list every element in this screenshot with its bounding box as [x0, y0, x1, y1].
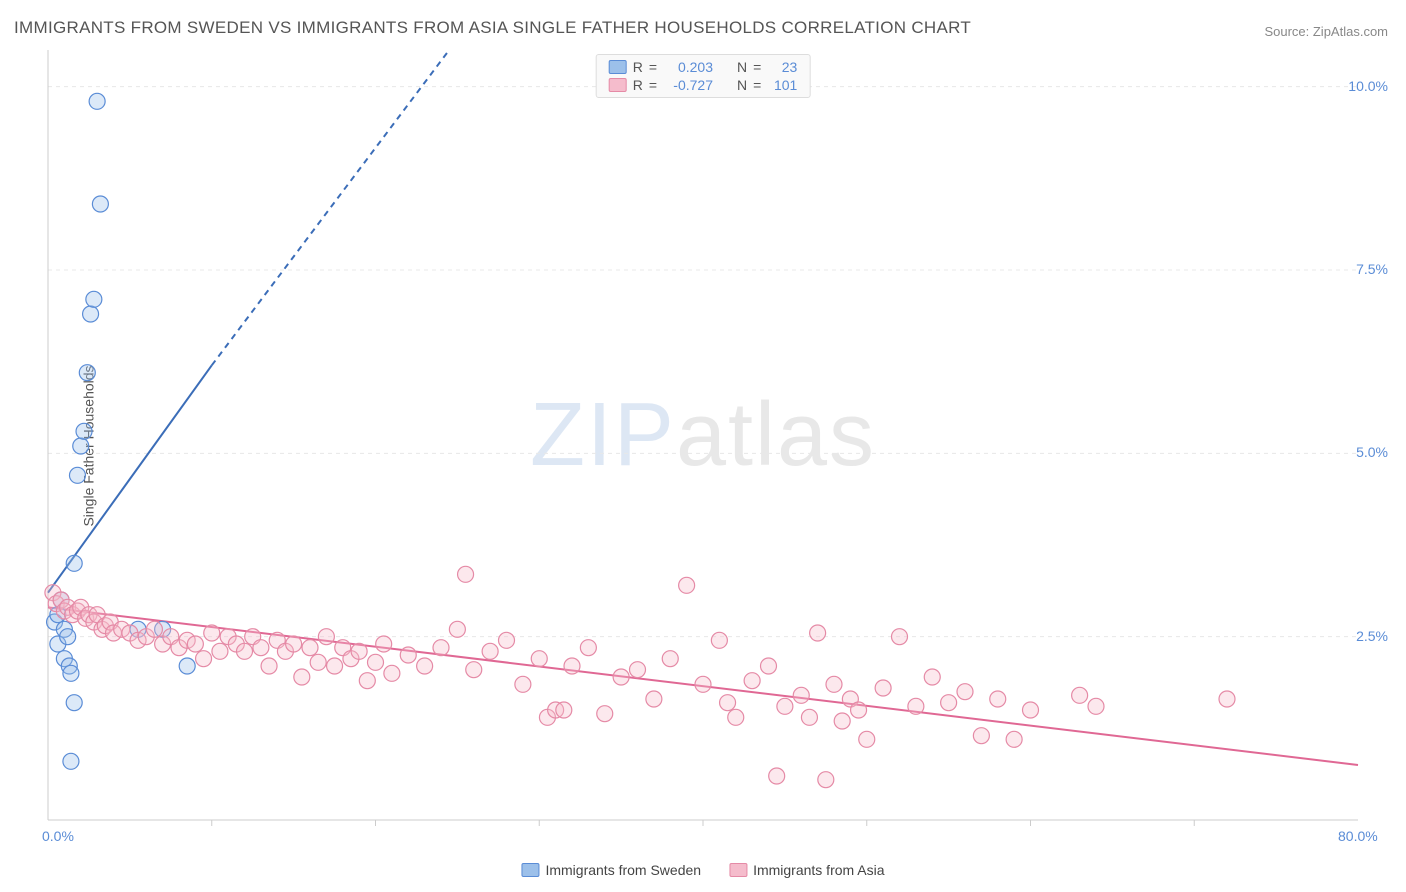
y-tick: 7.5% [1356, 261, 1388, 277]
x-tick: 80.0% [1338, 828, 1378, 844]
legend-row-sweden: R = 0.203 N = 23 [609, 59, 798, 75]
y-tick: 5.0% [1356, 444, 1388, 460]
x-tick: 0.0% [42, 828, 74, 844]
correlation-legend: R = 0.203 N = 23 R = -0.727 N = 101 [596, 54, 811, 98]
y-tick: 10.0% [1348, 78, 1388, 94]
swatch-asia [609, 78, 627, 92]
y-tick: 2.5% [1356, 628, 1388, 644]
legend-row-asia: R = -0.727 N = 101 [609, 77, 798, 93]
swatch-sweden [609, 60, 627, 74]
scatter-plot [0, 0, 1406, 892]
